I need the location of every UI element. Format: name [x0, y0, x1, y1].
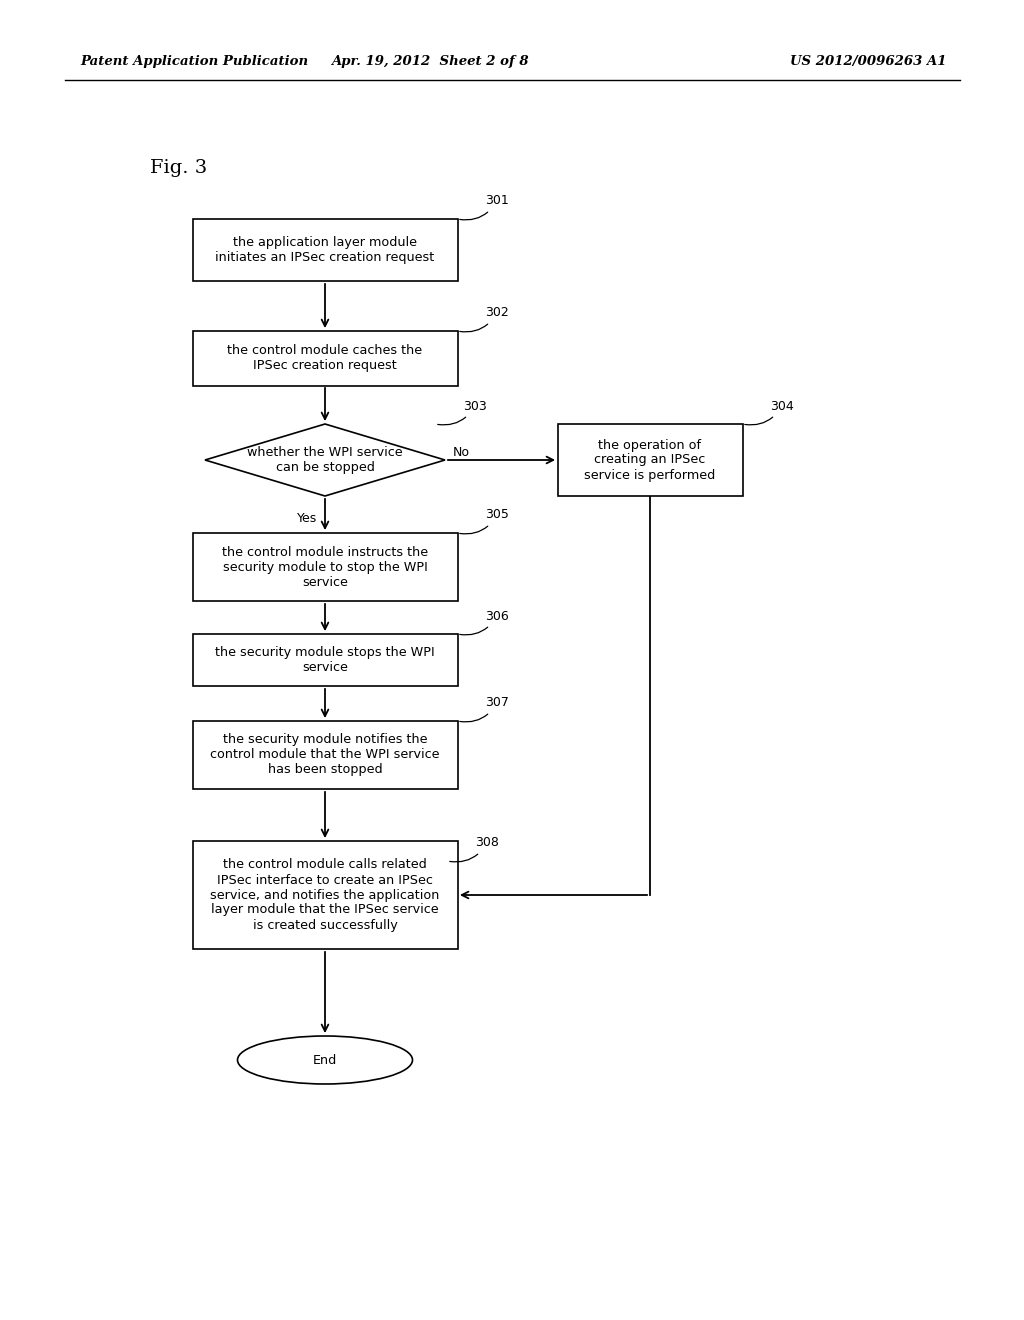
- Text: 301: 301: [460, 194, 509, 220]
- Text: 308: 308: [450, 837, 499, 862]
- Text: whether the WPI service
can be stopped: whether the WPI service can be stopped: [247, 446, 402, 474]
- FancyBboxPatch shape: [193, 841, 458, 949]
- Text: 303: 303: [437, 400, 486, 425]
- Text: Yes: Yes: [297, 511, 317, 524]
- Ellipse shape: [238, 1036, 413, 1084]
- Text: 306: 306: [460, 610, 509, 635]
- FancyBboxPatch shape: [193, 533, 458, 601]
- Text: Apr. 19, 2012  Sheet 2 of 8: Apr. 19, 2012 Sheet 2 of 8: [331, 55, 528, 69]
- Text: End: End: [313, 1053, 337, 1067]
- Text: the operation of
creating an IPSec
service is performed: the operation of creating an IPSec servi…: [585, 438, 716, 482]
- Text: the application layer module
initiates an IPSec creation request: the application layer module initiates a…: [215, 236, 434, 264]
- Text: the security module notifies the
control module that the WPI service
has been st: the security module notifies the control…: [210, 734, 439, 776]
- FancyBboxPatch shape: [193, 219, 458, 281]
- Text: the security module stops the WPI
service: the security module stops the WPI servic…: [215, 645, 435, 675]
- Polygon shape: [205, 424, 445, 496]
- FancyBboxPatch shape: [193, 634, 458, 686]
- Text: US 2012/0096263 A1: US 2012/0096263 A1: [790, 55, 946, 69]
- Text: Patent Application Publication: Patent Application Publication: [80, 55, 308, 69]
- Text: the control module caches the
IPSec creation request: the control module caches the IPSec crea…: [227, 345, 423, 372]
- Text: Fig. 3: Fig. 3: [150, 158, 207, 177]
- Text: No: No: [453, 446, 470, 458]
- Text: the control module instructs the
security module to stop the WPI
service: the control module instructs the securit…: [222, 545, 428, 589]
- Text: 304: 304: [744, 400, 794, 425]
- Text: the control module calls related
IPSec interface to create an IPSec
service, and: the control module calls related IPSec i…: [210, 858, 439, 932]
- FancyBboxPatch shape: [193, 721, 458, 789]
- Text: 302: 302: [460, 306, 509, 331]
- Text: 305: 305: [460, 508, 509, 533]
- FancyBboxPatch shape: [193, 331, 458, 385]
- Text: 307: 307: [460, 697, 509, 722]
- FancyBboxPatch shape: [557, 424, 742, 496]
